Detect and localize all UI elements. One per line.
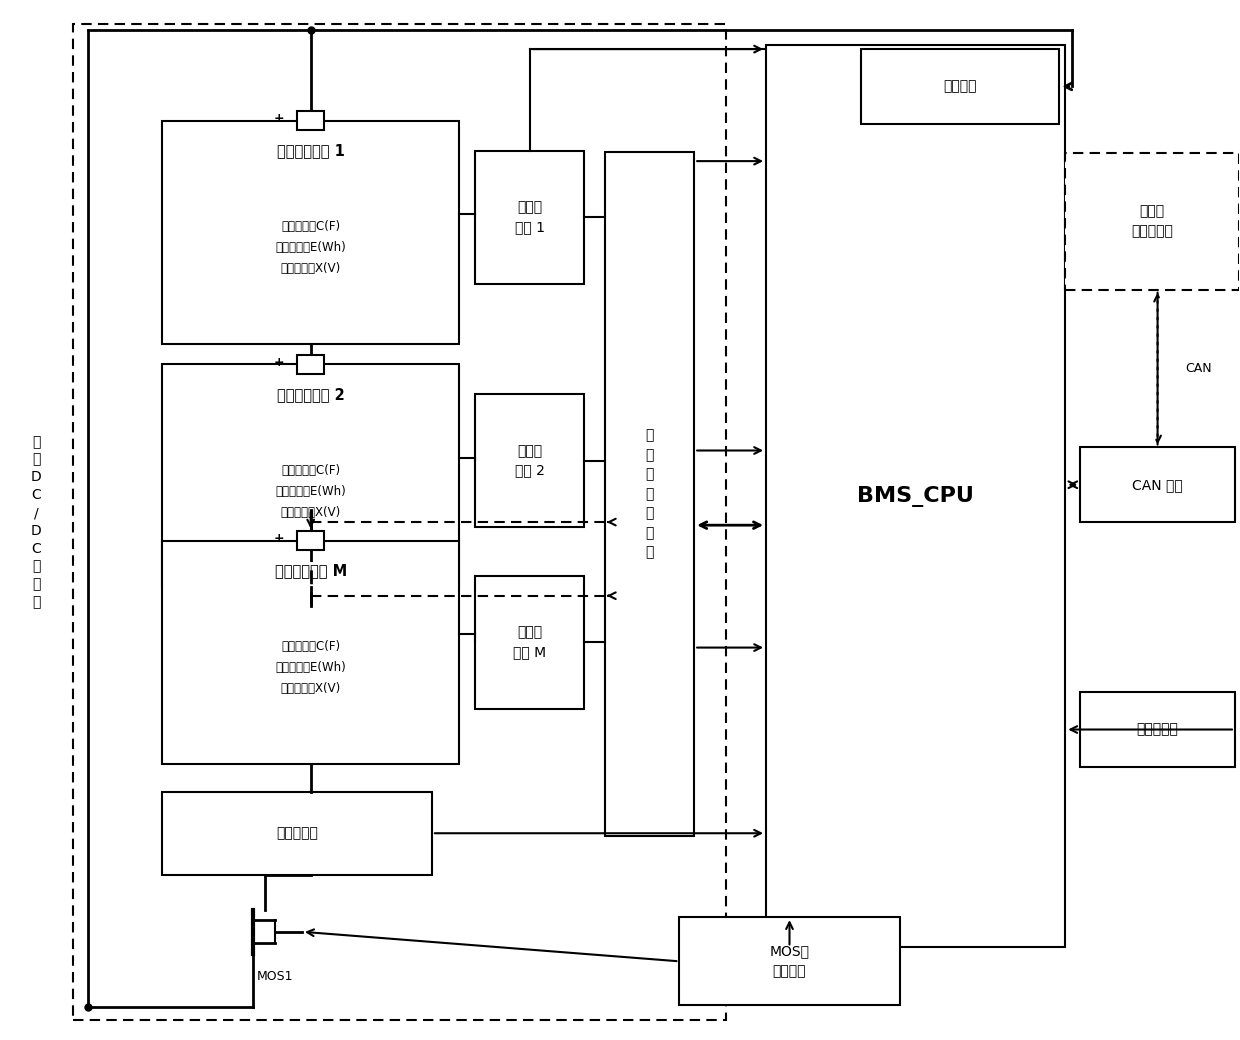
Text: MOS管
驱动电路: MOS管 驱动电路 bbox=[770, 944, 810, 978]
Text: BMS_CPU: BMS_CPU bbox=[857, 486, 975, 506]
Text: 温度传
感器 M: 温度传 感器 M bbox=[513, 626, 547, 659]
Text: +: + bbox=[274, 532, 285, 545]
FancyBboxPatch shape bbox=[766, 45, 1065, 947]
FancyBboxPatch shape bbox=[1080, 693, 1235, 766]
Text: 额定容量：C(F)
储存能量：E(Wh)
额定电压：X(V): 额定容量：C(F) 储存能量：E(Wh) 额定电压：X(V) bbox=[275, 220, 346, 276]
Text: 电源电路: 电源电路 bbox=[944, 79, 977, 94]
Text: +: + bbox=[274, 356, 285, 369]
Text: 单体超级电容 M: 单体超级电容 M bbox=[274, 564, 347, 578]
Text: 时钟与复位: 时钟与复位 bbox=[1137, 723, 1178, 736]
Text: 温度传
感器 2: 温度传 感器 2 bbox=[515, 444, 544, 477]
FancyBboxPatch shape bbox=[605, 152, 694, 836]
FancyBboxPatch shape bbox=[1065, 153, 1239, 290]
Text: MOS1: MOS1 bbox=[257, 970, 293, 983]
Text: 额定容量：C(F)
储存能量：E(Wh)
额定电压：X(V): 额定容量：C(F) 储存能量：E(Wh) 额定电压：X(V) bbox=[275, 641, 346, 696]
FancyBboxPatch shape bbox=[475, 576, 584, 709]
FancyBboxPatch shape bbox=[162, 121, 459, 343]
FancyBboxPatch shape bbox=[162, 791, 432, 875]
FancyBboxPatch shape bbox=[475, 394, 584, 527]
FancyBboxPatch shape bbox=[475, 151, 584, 284]
FancyBboxPatch shape bbox=[1080, 447, 1235, 522]
Text: 电
压
检
测
与
均
衡: 电 压 检 测 与 均 衡 bbox=[646, 428, 653, 560]
FancyBboxPatch shape bbox=[862, 49, 1059, 124]
Text: 额定容量：C(F)
储存能量：E(Wh)
额定电压：X(V): 额定容量：C(F) 储存能量：E(Wh) 额定电压：X(V) bbox=[275, 464, 346, 519]
FancyBboxPatch shape bbox=[298, 111, 325, 130]
FancyBboxPatch shape bbox=[162, 364, 459, 588]
Text: 单体超级电容 2: 单体超级电容 2 bbox=[277, 387, 345, 402]
Text: 双
向
D
C
/
D
C
变
换
器: 双 向 D C / D C 变 换 器 bbox=[31, 435, 41, 609]
FancyBboxPatch shape bbox=[73, 24, 727, 1020]
FancyBboxPatch shape bbox=[298, 531, 325, 550]
Text: +: + bbox=[274, 112, 285, 125]
FancyBboxPatch shape bbox=[298, 355, 325, 373]
Text: 单体超级电容 1: 单体超级电容 1 bbox=[277, 144, 345, 158]
Text: 温度传
感器 1: 温度传 感器 1 bbox=[515, 201, 544, 234]
FancyBboxPatch shape bbox=[162, 541, 459, 763]
Text: CAN 接口: CAN 接口 bbox=[1132, 477, 1183, 492]
Text: 电机车
运行控制器: 电机车 运行控制器 bbox=[1131, 205, 1173, 238]
Text: 电流传感器: 电流传感器 bbox=[277, 826, 317, 840]
FancyBboxPatch shape bbox=[680, 917, 899, 1006]
Text: CAN: CAN bbox=[1184, 362, 1211, 375]
